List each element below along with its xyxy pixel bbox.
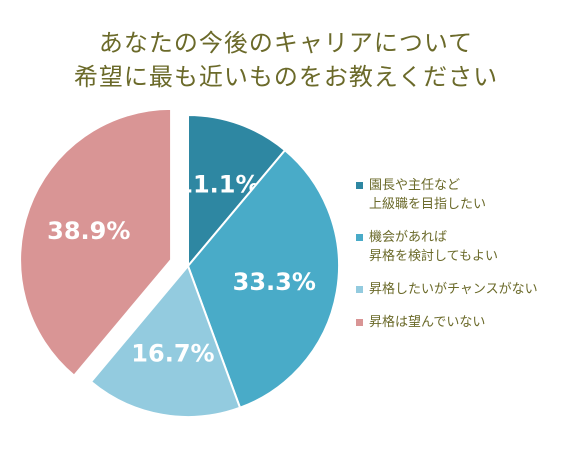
legend-item-4: 昇格は望んでいない [356,313,570,332]
legend: 園長や主任など 上級職を目指したい 機会があれば 昇格を検討してもよい昇格したいが… [356,176,570,346]
pie-slice-3 [89,264,242,418]
legend-label-4: 昇格は望んでいない [369,315,486,330]
slice-value-label-1: 11.1% [176,171,259,199]
chart-title-line-2: 希望に最も近いものをお教えください [73,63,499,91]
legend-label-1: 園長や主任など 上級職を目指したい [369,178,487,212]
legend-swatch-3 [356,286,363,293]
pie-slice-1 [187,113,287,269]
legend-label-3: 昇格したいがチャンスがない [369,282,538,297]
slice-value-label-4: 38.9% [47,217,130,245]
pie-slice-4 [19,107,173,377]
legend-swatch-4 [356,319,363,326]
legend-item-3: 昇格したいがチャンスがない [356,280,570,299]
legend-item-1: 園長や主任など 上級職を目指したい [356,176,570,214]
pie-slice-2 [186,148,340,410]
slice-value-label-3: 16.7% [131,339,214,367]
legend-label-2: 機会があれば 昇格を検討してもよい [369,230,498,264]
legend-swatch-1 [356,182,363,189]
chart-title: あなたの今後のキャリアについて 希望に最も近いものをお教えください [0,26,572,94]
slice-value-label-2: 33.3% [233,268,316,296]
legend-item-2: 機会があれば 昇格を検討してもよい [356,228,570,266]
legend-swatch-2 [356,234,363,241]
chart-title-line-1: あなたの今後のキャリアについて [98,29,474,57]
